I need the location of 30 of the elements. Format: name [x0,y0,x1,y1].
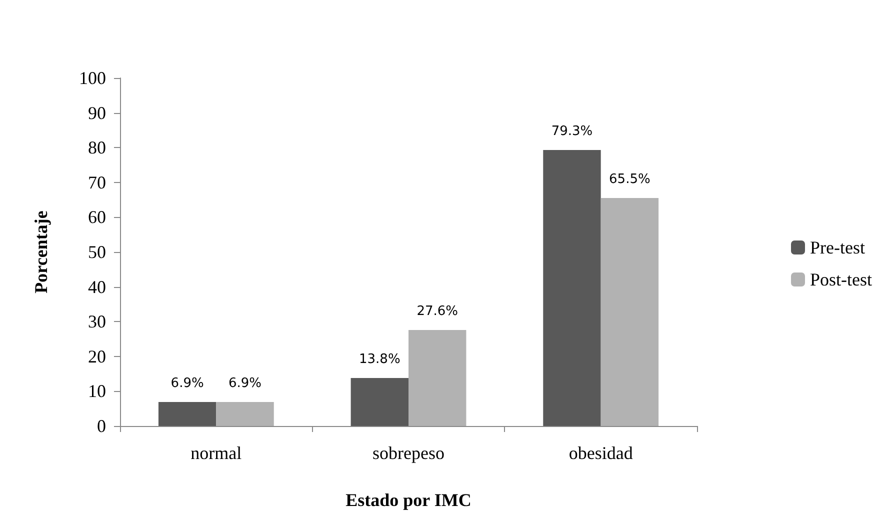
y-tick-label: 70 [88,172,106,192]
data-label: 27.6% [416,304,458,319]
data-label: 65.5% [609,172,650,188]
bar [408,330,466,426]
data-label: 6.9% [170,376,204,391]
y-tick-label: 80 [88,138,106,158]
bar [350,378,408,426]
x-tick-label: sobrepeso [372,443,444,463]
y-tick-label: 20 [88,346,106,366]
bar [158,402,216,426]
data-label: 6.9% [228,376,262,391]
y-tick-label: 0 [97,416,106,436]
x-axis-title: Estado por IMC [346,490,472,510]
legend-label: Post-test [810,270,872,290]
y-tick-label: 60 [88,207,106,228]
bar [216,402,274,426]
y-tick-label: 30 [88,312,106,332]
x-tick-label: normal [190,443,242,463]
y-tick-label: 40 [88,276,106,297]
bar [600,198,659,426]
y-tick-label: 50 [88,242,106,262]
y-axis-title: Porcentaje [31,210,51,294]
legend-label: Pre-test [810,238,865,258]
data-label: 13.8% [358,352,400,367]
data-label: 79.3% [551,124,593,140]
y-tick-label: 100 [79,68,106,88]
x-tick-label: obesidad [568,443,633,463]
y-tick-label: 90 [88,102,106,123]
bar [543,150,601,426]
y-tick-label: 10 [88,381,106,402]
